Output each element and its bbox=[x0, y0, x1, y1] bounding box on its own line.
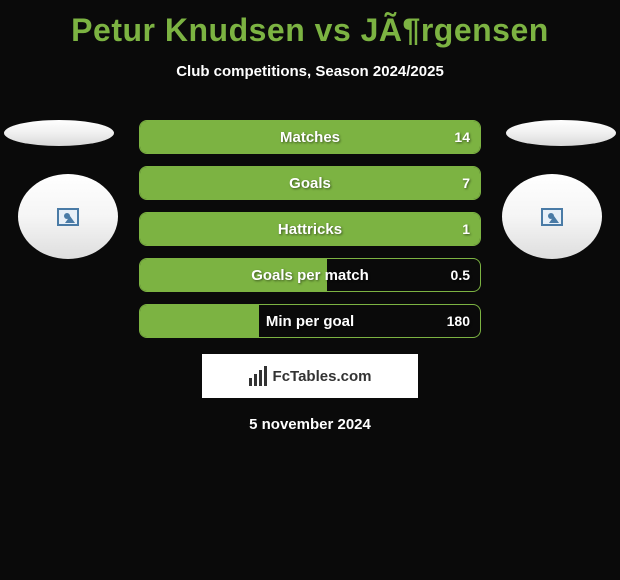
stat-label: Goals bbox=[140, 175, 480, 192]
content-area: Matches 14 Goals 7 Hattricks 1 Goals per… bbox=[0, 120, 620, 433]
brand-logo-icon bbox=[249, 366, 267, 386]
stat-value: 14 bbox=[454, 129, 470, 145]
stat-row-goals-per-match: Goals per match 0.5 bbox=[139, 258, 481, 292]
comparison-title: Petur Knudsen vs JÃ¶rgensen bbox=[0, 0, 620, 49]
stat-row-hattricks: Hattricks 1 bbox=[139, 212, 481, 246]
right-player-circle bbox=[502, 174, 602, 259]
stat-row-matches: Matches 14 bbox=[139, 120, 481, 154]
stat-label: Goals per match bbox=[140, 267, 480, 284]
stat-label: Hattricks bbox=[140, 221, 480, 238]
brand-text: FcTables.com bbox=[273, 368, 372, 385]
stat-row-min-per-goal: Min per goal 180 bbox=[139, 304, 481, 338]
brand-box: FcTables.com bbox=[202, 354, 418, 398]
image-placeholder-icon bbox=[57, 208, 79, 226]
date-text: 5 november 2024 bbox=[0, 416, 620, 433]
left-player-circle bbox=[18, 174, 118, 259]
right-ellipse bbox=[506, 120, 616, 146]
stat-value: 1 bbox=[462, 221, 470, 237]
stat-row-goals: Goals 7 bbox=[139, 166, 481, 200]
stats-container: Matches 14 Goals 7 Hattricks 1 Goals per… bbox=[139, 120, 481, 338]
stat-value: 0.5 bbox=[451, 267, 470, 283]
stat-label: Matches bbox=[140, 129, 480, 146]
left-ellipse bbox=[4, 120, 114, 146]
stat-value: 180 bbox=[447, 313, 470, 329]
comparison-subtitle: Club competitions, Season 2024/2025 bbox=[0, 63, 620, 80]
stat-value: 7 bbox=[462, 175, 470, 191]
stat-label: Min per goal bbox=[140, 313, 480, 330]
image-placeholder-icon bbox=[541, 208, 563, 226]
